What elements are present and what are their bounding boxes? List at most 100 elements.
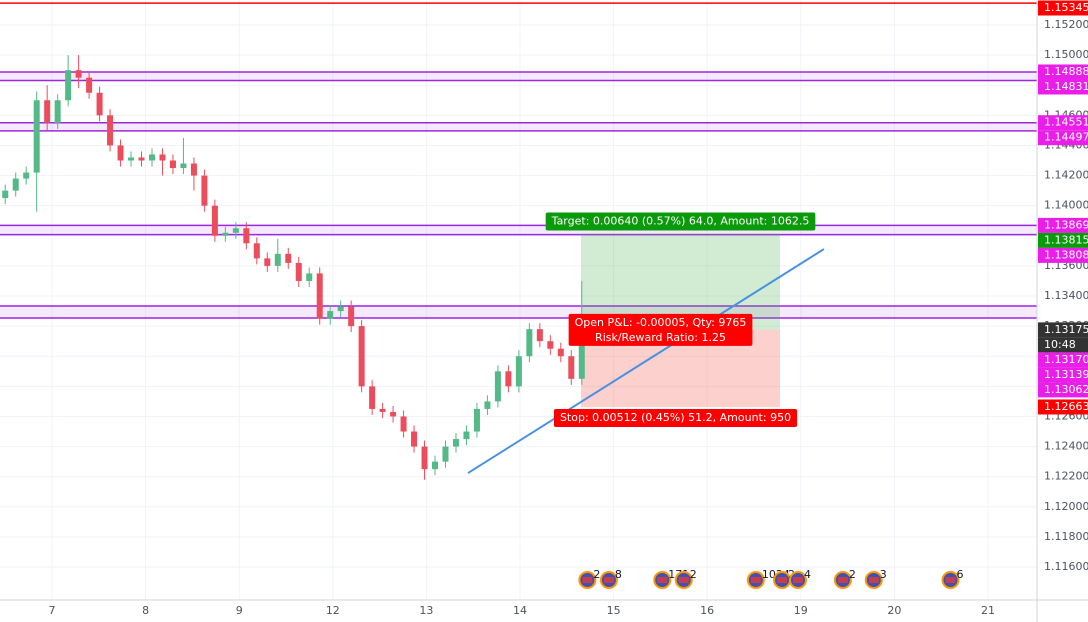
price-badge-label: 1.14888: [1044, 65, 1088, 78]
candle-body: [578, 329, 585, 379]
candle-body: [473, 408, 480, 432]
rr-label: Risk/Reward Ratio: 1.25: [595, 331, 726, 344]
event-flag: [868, 577, 879, 583]
candle-body: [390, 411, 397, 417]
event-count: 3: [880, 568, 887, 581]
candle-body: [201, 175, 208, 206]
candle-body: [400, 416, 407, 432]
candle-body: [494, 371, 501, 402]
x-tick-label: 13: [419, 604, 433, 617]
x-tick-label: 9: [236, 604, 243, 617]
candle-body: [452, 439, 459, 447]
candle-body: [264, 258, 271, 266]
candle-body: [96, 92, 103, 116]
price-axis: [1037, 0, 1088, 622]
candle-body: [369, 386, 376, 409]
candle-body: [23, 172, 30, 179]
y-tick-label: 1.12000: [1044, 500, 1088, 513]
price-badge: [1038, 337, 1088, 353]
price-badge: [1038, 217, 1088, 233]
candle-body: [274, 253, 281, 266]
stop-label-bg: [553, 408, 798, 427]
price-badge-label: 1.13175: [1044, 323, 1088, 336]
x-tick-label: 19: [794, 604, 808, 617]
candle-body: [107, 115, 114, 146]
target-label-bg: [545, 212, 816, 231]
y-tick-label: 1.13400: [1044, 289, 1088, 302]
candle-body: [505, 371, 512, 387]
candle-body: [232, 228, 239, 233]
event-flag: [777, 577, 788, 583]
candle-body: [190, 163, 197, 176]
event-count: 4: [804, 568, 811, 581]
price-badge: [1038, 352, 1088, 368]
x-tick-label: 8: [142, 604, 149, 617]
price-badge: [1038, 232, 1088, 248]
trend-line: [467, 248, 825, 474]
candle-body: [128, 157, 135, 161]
candle-body: [557, 348, 564, 357]
price-badge: [1038, 79, 1088, 95]
candle-body: [44, 100, 51, 123]
event-flag: [792, 577, 803, 583]
zone: [0, 71, 1037, 81]
candle-body: [138, 157, 145, 161]
target-label-group: Target: 0.00640 (0.57%) 64.0, Amount: 10…: [545, 212, 816, 231]
target-zone: [581, 233, 780, 330]
candle-body: [421, 446, 428, 470]
candle-body: [12, 178, 19, 191]
price-badge-label: 1.13170: [1044, 353, 1088, 366]
candle-body: [515, 356, 522, 387]
candle-body: [54, 100, 61, 123]
price-badge-label: 1.13815: [1044, 233, 1088, 246]
x-tick-label: 14: [513, 604, 527, 617]
y-tick-label: 1.15000: [1044, 48, 1088, 61]
candle-body: [159, 154, 166, 161]
event-flag: [945, 577, 956, 583]
event-count: 8: [615, 568, 622, 581]
price-badge: [1038, 322, 1088, 338]
x-tick-label: 15: [607, 604, 621, 617]
pnl-bg: [568, 313, 753, 346]
candle-body: [348, 306, 355, 327]
candle-body: [526, 329, 533, 357]
candle-body: [117, 145, 124, 161]
price-badge-label: 1.15345: [1044, 1, 1088, 14]
event-count: 2: [593, 568, 600, 581]
candle-body: [33, 100, 40, 173]
event-count: 6: [957, 568, 964, 581]
event-flag: [603, 577, 614, 583]
event-count: 2: [690, 568, 697, 581]
stop-label-group: Stop: 0.00512 (0.45%) 51.2, Amount: 950: [553, 408, 798, 427]
candle-body: [285, 253, 292, 263]
y-tick-label: 1.11800: [1044, 530, 1088, 543]
candle-body: [169, 160, 176, 169]
candle-body: [243, 228, 250, 244]
price-badge-label: 1.13869: [1044, 218, 1088, 231]
candle-body: [432, 461, 439, 470]
price-badge: [1038, 247, 1088, 263]
y-tick-label: 1.14200: [1044, 169, 1088, 182]
price-badge-label: 1.13808: [1044, 248, 1088, 261]
y-tick-label: 1.14000: [1044, 199, 1088, 212]
candle-body: [411, 431, 418, 447]
pnl-group: Open P&L: -0.00005, Qty: 9765 Risk/Reward…: [568, 313, 753, 346]
event-flag: [750, 577, 761, 583]
price-badge-label: 1.12663: [1044, 400, 1088, 413]
candle-body: [306, 273, 313, 281]
candle-body: [337, 306, 344, 312]
pnl-label: Open P&L: -0.00005, Qty: 9765: [575, 316, 747, 329]
event-flag: [837, 577, 848, 583]
price-badge-label: 1.14497: [1044, 131, 1088, 144]
price-badge: [1038, 382, 1088, 398]
target-label: Target: 0.00640 (0.57%) 64.0, Amount: 10…: [551, 215, 810, 228]
y-tick-label: 1.12200: [1044, 470, 1088, 483]
y-tick-label: 1.15200: [1044, 18, 1088, 31]
y-tick-label: 1.11600: [1044, 560, 1088, 573]
candle-body: [327, 311, 334, 319]
zone: [0, 225, 1037, 235]
price-badge-label: 1.13062: [1044, 383, 1088, 396]
x-tick-label: 20: [887, 604, 901, 617]
